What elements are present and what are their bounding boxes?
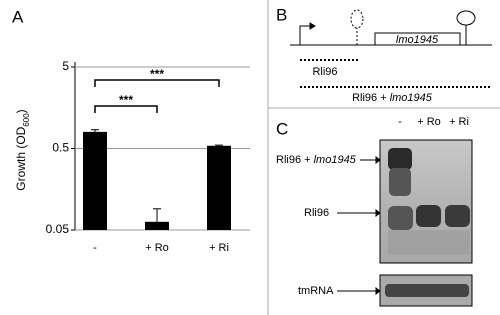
x-tick-label: + Ro — [145, 242, 169, 254]
bar — [83, 131, 107, 230]
terminator — [456, 10, 476, 26]
y-label-end: ) — [14, 109, 28, 113]
x-tick-label: + Ri — [209, 242, 229, 254]
transcript-label: Rli96 + lmo1945 — [352, 92, 433, 104]
band — [388, 148, 412, 170]
y-tick-label: 0.05 — [46, 222, 70, 236]
panel-label: B — [276, 5, 287, 24]
x-tick-label: - — [93, 242, 97, 254]
significance-bracket — [94, 79, 220, 87]
promoter — [299, 25, 310, 45]
band — [416, 205, 441, 227]
significance-label: *** — [150, 67, 164, 81]
gene-box — [374, 32, 461, 46]
y-label-main: Growth (OD — [14, 126, 28, 190]
panel-label: C — [276, 119, 288, 138]
band — [385, 284, 469, 297]
lane-label: + Ro — [417, 116, 441, 128]
northern-blot — [337, 139, 473, 307]
bar — [145, 221, 169, 230]
label-part: Rli96 + — [352, 92, 390, 104]
band-label: tmRNA — [298, 285, 334, 297]
lane-label: - — [398, 116, 402, 128]
smear — [388, 230, 470, 255]
band-label: Rli96 + lmo1945 — [276, 154, 357, 166]
lane-label: + Ri — [449, 116, 469, 128]
gene-diagram — [290, 9, 492, 88]
band — [389, 168, 411, 196]
band — [445, 205, 470, 227]
significance-bracket — [94, 105, 158, 113]
panel-label: A — [12, 7, 24, 26]
y-tick-label: 5 — [62, 59, 69, 73]
band-label: Rli96 — [304, 207, 329, 219]
y-axis-label: Growth (OD600) — [14, 109, 30, 190]
bar — [207, 145, 231, 230]
label-part: lmo1945 — [314, 154, 357, 166]
y-tick-label: 0.5 — [52, 141, 69, 155]
transcript-label: Rli96 — [312, 66, 337, 78]
y-label-sub: 600 — [22, 113, 31, 127]
promoter-arrow — [309, 22, 316, 30]
label-part: Rli96 + — [276, 154, 314, 166]
band — [388, 206, 413, 230]
significance-label: *** — [119, 93, 133, 107]
gene-label: lmo1945 — [396, 34, 439, 46]
label-part: lmo1945 — [390, 92, 433, 104]
terminator — [350, 9, 364, 29]
